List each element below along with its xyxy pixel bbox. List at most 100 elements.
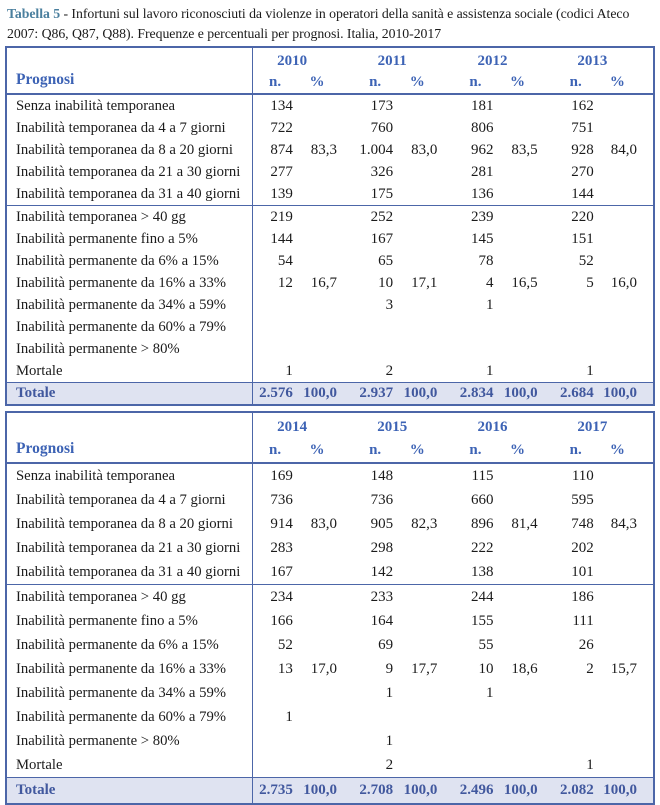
n-value bbox=[554, 316, 598, 338]
pct-value bbox=[497, 205, 554, 228]
n-value: 326 bbox=[370, 163, 394, 180]
n-value: 78 bbox=[478, 252, 494, 269]
pct-value bbox=[497, 250, 553, 272]
n-value: 186 bbox=[553, 584, 598, 609]
pct-value: 18,6 bbox=[511, 660, 538, 677]
n-value: 751 bbox=[571, 119, 594, 136]
total-n-value: 2.834 bbox=[453, 382, 498, 405]
pct-value bbox=[297, 536, 353, 560]
pct-subheader: % bbox=[409, 442, 425, 458]
pct-value bbox=[297, 609, 353, 633]
n-value: 748 bbox=[571, 515, 594, 532]
n-value bbox=[453, 753, 497, 778]
pct-value bbox=[397, 294, 453, 316]
pct-value bbox=[297, 316, 353, 338]
pct-value bbox=[497, 488, 553, 512]
pct-value bbox=[597, 205, 654, 228]
table-caption-text: - Infortuni sul lavoro riconosciuti da v… bbox=[7, 6, 630, 41]
pct-value bbox=[297, 294, 353, 316]
n-subheader: n. bbox=[569, 442, 582, 458]
table-row: Inabilità temporanea da 8 a 20 giorni 874… bbox=[6, 139, 654, 161]
row-label: Inabilità temporanea da 8 a 20 giorni bbox=[6, 139, 254, 161]
table-row: Inabilità temporanea da 21 a 30 giorni 28… bbox=[6, 536, 654, 560]
n-value: 4 bbox=[485, 274, 494, 291]
n-value: 175 bbox=[370, 185, 394, 202]
pct-value bbox=[297, 360, 353, 383]
table-row: Inabilità temporanea da 8 a 20 giorni 914… bbox=[6, 512, 654, 536]
n-value bbox=[554, 681, 598, 705]
table-row: Inabilità permanente > 80% 1 bbox=[6, 729, 654, 753]
table-row: Inabilità permanente > 80% bbox=[6, 338, 654, 360]
table-caption: Tabella 5 - Infortuni sul lavoro riconos… bbox=[0, 0, 660, 43]
n-value: 144 bbox=[571, 185, 594, 202]
n-value: 111 bbox=[572, 612, 594, 629]
n-value: 202 bbox=[571, 539, 594, 556]
n-value: 1 bbox=[485, 684, 494, 701]
n-value: 167 bbox=[370, 230, 394, 247]
pct-value bbox=[497, 536, 553, 560]
n-value: 736 bbox=[270, 491, 293, 508]
pct-value bbox=[397, 633, 453, 657]
pct-subheader: % bbox=[510, 442, 526, 458]
n-value: 1 bbox=[485, 296, 494, 313]
table-row: Inabilità temporanea da 31 a 40 giorni 16… bbox=[6, 560, 654, 585]
n-value: 181 bbox=[470, 97, 494, 114]
pct-value bbox=[297, 94, 353, 117]
n-value: 144 bbox=[270, 230, 293, 247]
n-value: 110 bbox=[571, 467, 594, 484]
year-header: 2017 bbox=[577, 419, 608, 435]
pct-value bbox=[597, 584, 654, 609]
pct-value bbox=[397, 463, 453, 488]
n-value: 1 bbox=[485, 362, 494, 379]
pct-value: 82,3 bbox=[411, 515, 438, 532]
pct-value: 16,7 bbox=[310, 274, 338, 291]
n-value: 138 bbox=[470, 563, 494, 580]
n-value: 896 bbox=[470, 515, 494, 532]
n-value bbox=[554, 338, 598, 360]
n-value: 142 bbox=[370, 563, 394, 580]
n-value bbox=[353, 705, 397, 729]
total-row: Totale 2.576 100,0 2.937 100,0 2.834 100,0 2.68… bbox=[6, 382, 654, 405]
n-subheader: n. bbox=[569, 74, 582, 90]
pct-value bbox=[497, 294, 553, 316]
row-label: Inabilità temporanea > 40 gg bbox=[6, 584, 254, 609]
pct-value bbox=[297, 338, 353, 360]
pct-value: 17,0 bbox=[310, 660, 338, 677]
table-row: Inabilità temporanea da 4 a 7 giorni 722 7… bbox=[6, 117, 654, 139]
pct-subheader: % bbox=[309, 442, 325, 458]
total-n-value: 2.937 bbox=[353, 382, 398, 405]
n-value bbox=[453, 338, 497, 360]
pct-value bbox=[497, 681, 553, 705]
pct-value bbox=[397, 205, 454, 228]
n-value: 162 bbox=[571, 97, 594, 114]
pct-value bbox=[297, 681, 353, 705]
pct-value bbox=[296, 205, 354, 228]
n-value: 145 bbox=[470, 230, 494, 247]
n-value: 1.004 bbox=[359, 141, 394, 158]
n-value bbox=[453, 316, 497, 338]
pct-value bbox=[598, 316, 654, 338]
row-label: Inabilità permanente da 16% a 33% bbox=[6, 657, 254, 681]
pct-value bbox=[397, 729, 453, 753]
n-value: 139 bbox=[270, 185, 293, 202]
year-header: 2010 bbox=[277, 53, 308, 69]
total-pct-value: 100,0 bbox=[597, 382, 654, 405]
pct-value bbox=[397, 94, 453, 117]
row-label: Inabilità permanente > 80% bbox=[6, 338, 254, 360]
pct-subheader: % bbox=[409, 74, 425, 90]
pct-value bbox=[397, 536, 453, 560]
n-value: 736 bbox=[370, 491, 394, 508]
row-label: Inabilità permanente da 6% a 15% bbox=[6, 250, 254, 272]
n-value: 905 bbox=[370, 515, 394, 532]
pct-value bbox=[497, 161, 553, 183]
pct-value bbox=[297, 228, 353, 250]
pct-value bbox=[497, 228, 553, 250]
pct-value bbox=[397, 161, 453, 183]
pct-subheader: % bbox=[609, 442, 625, 458]
n-value: 760 bbox=[370, 119, 394, 136]
row-label: Inabilità temporanea > 40 gg bbox=[6, 205, 254, 228]
row-label: Inabilità permanente da 6% a 15% bbox=[6, 633, 254, 657]
pct-value bbox=[297, 753, 353, 778]
n-value: 54 bbox=[277, 252, 293, 269]
